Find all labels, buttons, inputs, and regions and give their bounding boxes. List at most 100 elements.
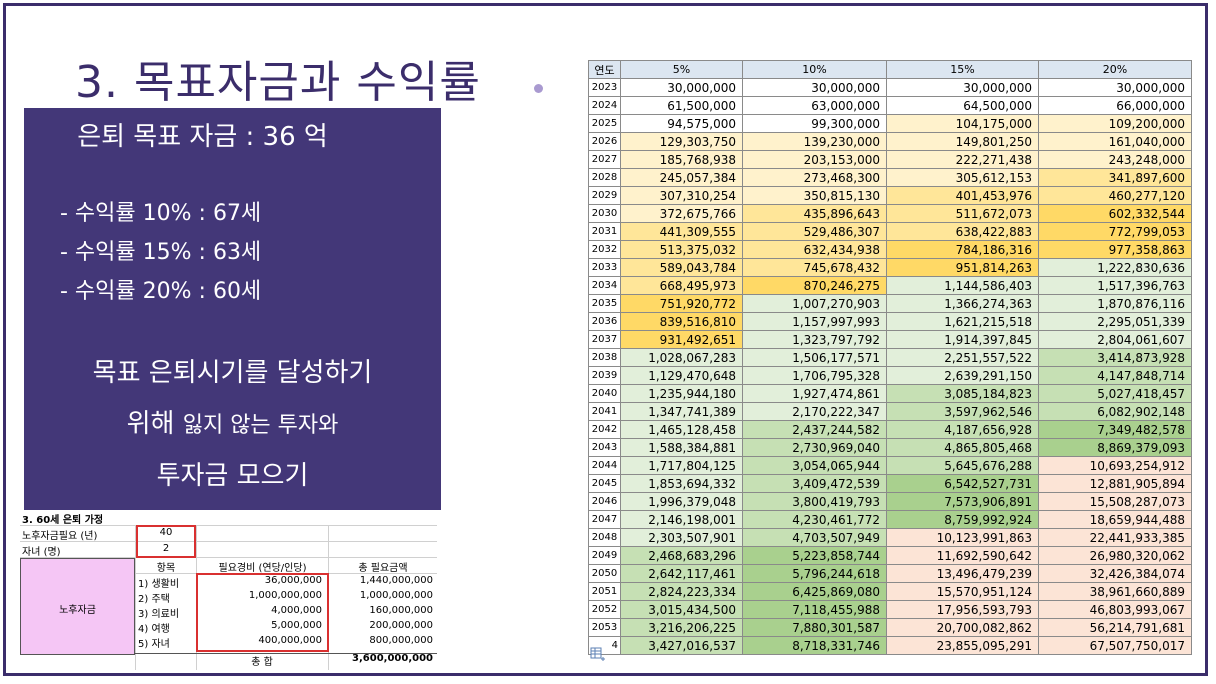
value-cell[interactable]: 5,645,676,288: [886, 456, 1039, 475]
value-cell[interactable]: 5,223,858,744: [742, 546, 887, 565]
year-cell[interactable]: 2035: [588, 294, 621, 313]
year-cell[interactable]: 2027: [588, 150, 621, 169]
year-cell[interactable]: 2028: [588, 168, 621, 187]
value-cell[interactable]: 401,453,976: [886, 186, 1039, 205]
value-cell[interactable]: 951,814,263: [886, 258, 1039, 277]
year-cell[interactable]: 2030: [588, 204, 621, 223]
expense-cost[interactable]: 400,000,000: [258, 635, 322, 646]
value-cell[interactable]: 1,222,830,636: [1038, 258, 1192, 277]
value-cell[interactable]: 3,409,472,539: [742, 474, 887, 493]
value-cell[interactable]: 273,468,300: [742, 168, 887, 187]
value-cell[interactable]: 30,000,000: [742, 78, 887, 97]
value-cell[interactable]: 10,693,254,912: [1038, 456, 1192, 475]
year-cell[interactable]: 2023: [588, 78, 621, 97]
value-cell[interactable]: 15,508,287,073: [1038, 492, 1192, 511]
expense-cost[interactable]: 1,000,000,000: [248, 590, 322, 601]
value-cell[interactable]: 5,796,244,618: [742, 564, 887, 583]
value-cell[interactable]: 109,200,000: [1038, 114, 1192, 133]
value-cell[interactable]: 511,672,073: [886, 204, 1039, 223]
value-cell[interactable]: 3,800,419,793: [742, 492, 887, 511]
value-cell[interactable]: 67,507,750,017: [1038, 636, 1192, 655]
value-cell[interactable]: 1,144,586,403: [886, 276, 1039, 295]
value-cell[interactable]: 3,054,065,944: [742, 456, 887, 475]
year-cell[interactable]: 2038: [588, 348, 621, 367]
value-cell[interactable]: 1,007,270,903: [742, 294, 887, 313]
value-cell[interactable]: 1,347,741,389: [620, 402, 743, 421]
value-cell[interactable]: 1,996,379,048: [620, 492, 743, 511]
year-cell[interactable]: 2041: [588, 402, 621, 421]
value-cell[interactable]: 1,706,795,328: [742, 366, 887, 385]
year-cell[interactable]: 2031: [588, 222, 621, 241]
value-cell[interactable]: 2,251,557,522: [886, 348, 1039, 367]
value-cell[interactable]: 61,500,000: [620, 96, 743, 115]
value-cell[interactable]: 203,153,000: [742, 150, 887, 169]
value-cell[interactable]: 3,597,962,546: [886, 402, 1039, 421]
value-cell[interactable]: 1,853,694,332: [620, 474, 743, 493]
expense-cost[interactable]: 36,000,000: [264, 575, 322, 586]
value-cell[interactable]: 839,516,810: [620, 312, 743, 331]
value-cell[interactable]: 1,588,384,881: [620, 438, 743, 457]
value-cell[interactable]: 1,028,067,283: [620, 348, 743, 367]
year-cell[interactable]: 2024: [588, 96, 621, 115]
value-cell[interactable]: 8,759,992,924: [886, 510, 1039, 529]
value-cell[interactable]: 243,248,000: [1038, 150, 1192, 169]
value-cell[interactable]: 8,718,331,746: [742, 636, 887, 655]
value-cell[interactable]: 30,000,000: [1038, 78, 1192, 97]
value-cell[interactable]: 10,123,991,863: [886, 528, 1039, 547]
value-cell[interactable]: 32,426,384,074: [1038, 564, 1192, 583]
year-cell[interactable]: 2044: [588, 456, 621, 475]
year-cell[interactable]: 2047: [588, 510, 621, 529]
expense-cost[interactable]: 4,000,000: [271, 605, 322, 616]
value-cell[interactable]: 30,000,000: [620, 78, 743, 97]
value-cell[interactable]: 1,517,396,763: [1038, 276, 1192, 295]
value-cell[interactable]: 7,880,301,587: [742, 618, 887, 637]
value-cell[interactable]: 2,303,507,901: [620, 528, 743, 547]
value-cell[interactable]: 222,271,438: [886, 150, 1039, 169]
value-cell[interactable]: 6,425,869,080: [742, 582, 887, 601]
year-cell[interactable]: 2039: [588, 366, 621, 385]
value-cell[interactable]: 56,214,791,681: [1038, 618, 1192, 637]
value-cell[interactable]: 30,000,000: [886, 78, 1039, 97]
year-cell[interactable]: 2043: [588, 438, 621, 457]
value-cell[interactable]: 460,277,120: [1038, 186, 1192, 205]
value-cell[interactable]: 3,015,434,500: [620, 600, 743, 619]
value-cell[interactable]: 22,441,933,385: [1038, 528, 1192, 547]
value-cell[interactable]: 1,927,474,861: [742, 384, 887, 403]
value-cell[interactable]: 3,216,206,225: [620, 618, 743, 637]
value-cell[interactable]: 435,896,643: [742, 204, 887, 223]
year-cell[interactable]: 2046: [588, 492, 621, 511]
value-cell[interactable]: 4,703,507,949: [742, 528, 887, 547]
value-cell[interactable]: 2,146,198,001: [620, 510, 743, 529]
value-cell[interactable]: 2,437,244,582: [742, 420, 887, 439]
value-cell[interactable]: 745,678,432: [742, 258, 887, 277]
value-cell[interactable]: 7,118,455,988: [742, 600, 887, 619]
value-cell[interactable]: 1,621,215,518: [886, 312, 1039, 331]
value-cell[interactable]: 4,230,461,772: [742, 510, 887, 529]
value-cell[interactable]: 6,542,527,731: [886, 474, 1039, 493]
year-cell[interactable]: 2032: [588, 240, 621, 259]
value-cell[interactable]: 185,768,938: [620, 150, 743, 169]
value-cell[interactable]: 38,961,660,889: [1038, 582, 1192, 601]
value-cell[interactable]: 4,865,805,468: [886, 438, 1039, 457]
value-cell[interactable]: 7,349,482,578: [1038, 420, 1192, 439]
value-cell[interactable]: 66,000,000: [1038, 96, 1192, 115]
year-cell[interactable]: 2025: [588, 114, 621, 133]
value-cell[interactable]: 17,956,593,793: [886, 600, 1039, 619]
value-cell[interactable]: 13,496,479,239: [886, 564, 1039, 583]
value-cell[interactable]: 99,300,000: [742, 114, 887, 133]
value-cell[interactable]: 307,310,254: [620, 186, 743, 205]
value-cell[interactable]: 2,730,969,040: [742, 438, 887, 457]
value-cell[interactable]: 139,230,000: [742, 132, 887, 151]
year-cell[interactable]: 2049: [588, 546, 621, 565]
year-cell[interactable]: 2033: [588, 258, 621, 277]
value-cell[interactable]: 1,323,797,792: [742, 330, 887, 349]
sheet-options-icon[interactable]: [590, 646, 606, 662]
value-cell[interactable]: 2,639,291,150: [886, 366, 1039, 385]
year-cell[interactable]: 2051: [588, 582, 621, 601]
value-cell[interactable]: 20,700,082,862: [886, 618, 1039, 637]
value-cell[interactable]: 638,422,883: [886, 222, 1039, 241]
value-cell[interactable]: 6,082,902,148: [1038, 402, 1192, 421]
value-cell[interactable]: 161,040,000: [1038, 132, 1192, 151]
value-cell[interactable]: 4,147,848,714: [1038, 366, 1192, 385]
value-cell[interactable]: 772,799,053: [1038, 222, 1192, 241]
